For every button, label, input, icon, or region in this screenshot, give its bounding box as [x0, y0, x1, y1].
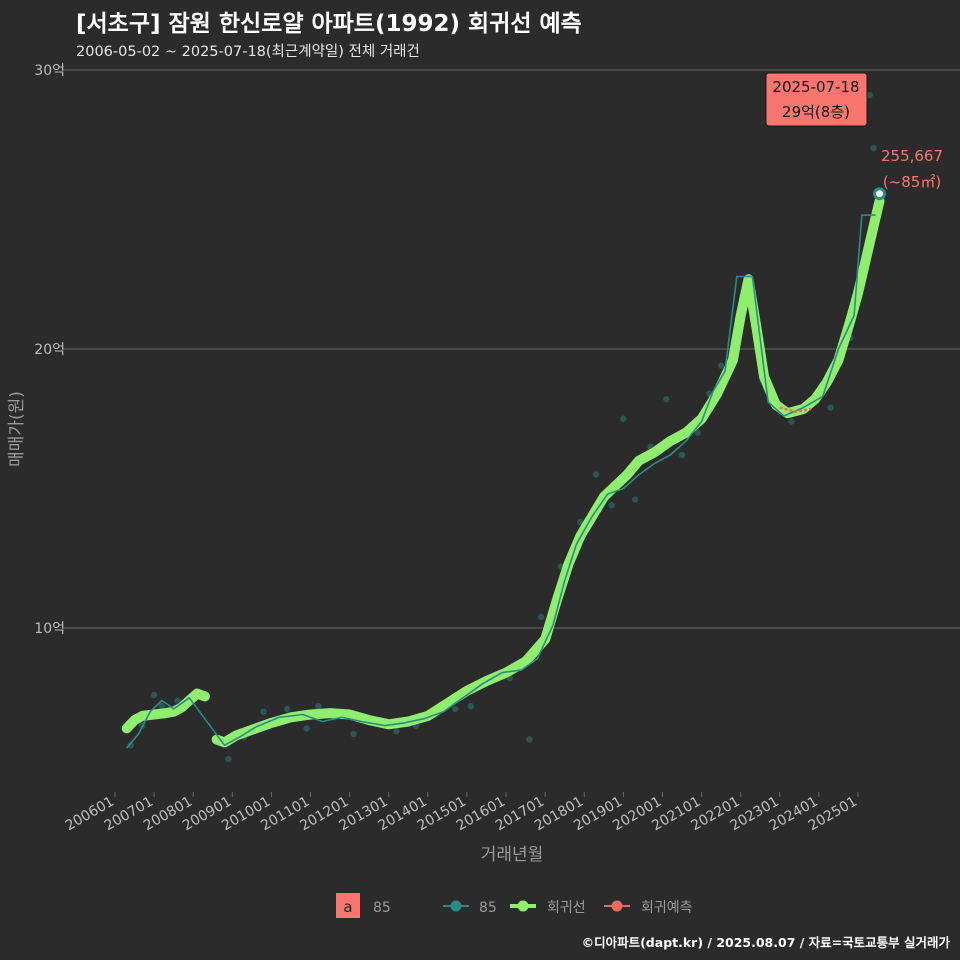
trade-point	[127, 741, 134, 749]
forecast-marker	[873, 187, 887, 201]
trade-point	[827, 404, 834, 411]
trade-point	[303, 725, 310, 732]
trade-points	[127, 91, 877, 763]
x-axis-label: 거래년월	[481, 845, 544, 865]
trade-point	[526, 736, 533, 743]
trade-point	[174, 697, 181, 704]
chart-subtitle: 2006-05-02 ~ 2025-07-18(최근계약일) 전체 거래건	[76, 44, 420, 60]
chart-title: [서초구] 잠원 한신로얄 아파트(1992) 회귀선 예측	[76, 11, 582, 37]
trade-line-path	[126, 214, 876, 749]
trade-line	[126, 214, 876, 749]
legend-key-a	[336, 893, 360, 918]
legend-label-a: 85	[373, 900, 391, 916]
trade-point	[452, 705, 459, 713]
y-tick-label: 10억	[34, 621, 65, 637]
trade-point	[393, 728, 400, 735]
trade-point	[870, 144, 877, 152]
y-tick-label: 30억	[34, 63, 65, 79]
legend-line-key-point	[450, 900, 462, 912]
trade-point	[225, 755, 232, 763]
legend-regression-key-point	[517, 900, 529, 912]
trade-point	[678, 451, 686, 459]
trade-point	[608, 502, 615, 509]
legend: a 85 85 회귀선 회귀예측	[336, 893, 693, 918]
trade-point	[467, 702, 475, 710]
trade-point	[788, 418, 795, 425]
trade-point	[315, 702, 322, 710]
trade-point	[150, 691, 158, 699]
legend-key-a-glyph: a	[343, 898, 352, 916]
last-trade-price: 29억(8층)	[782, 103, 850, 121]
forecast-area: (~85㎡)	[883, 173, 941, 191]
legend-label-forecast: 회귀예측	[641, 900, 693, 916]
trade-point	[866, 91, 873, 99]
trade-point	[538, 613, 545, 621]
forecast-path	[779, 406, 812, 414]
trade-point	[663, 396, 670, 403]
legend-forecast-key-point	[611, 900, 623, 912]
legend-label-line: 85	[479, 900, 497, 916]
last-trade-label-box	[765, 72, 868, 127]
trade-point	[592, 471, 600, 478]
grid-lines	[66, 69, 960, 629]
trade-point	[694, 429, 701, 436]
source-caption: ©디아파트(dapt.kr) / 2025.08.07 / 자료=국토교통부 실…	[581, 935, 950, 950]
trade-point	[158, 702, 166, 710]
trade-point	[717, 362, 725, 369]
last-trade-label: 2025-07-18 29억(8층)	[765, 72, 868, 127]
trade-point	[283, 705, 291, 713]
regression-segment	[211, 196, 885, 748]
y-axis-ticks: 10억 20억 30억	[34, 63, 66, 637]
last-trade-date: 2025-07-18	[772, 78, 859, 96]
trade-point	[577, 518, 584, 526]
forecast-value: 255,667	[881, 147, 943, 165]
trade-point	[631, 496, 639, 503]
legend-label-regression: 회귀선	[547, 900, 586, 916]
trade-point	[260, 708, 267, 715]
x-axis-ticks: 2006012007012008012009012010012011012012…	[63, 792, 860, 834]
regression-segment	[121, 688, 210, 734]
trade-point	[350, 730, 357, 738]
y-tick-label: 20억	[34, 342, 65, 358]
forecast-line	[779, 406, 812, 414]
y-axis-label: 매매가(원)	[7, 391, 27, 467]
regression-line	[121, 196, 885, 748]
trade-point	[620, 415, 627, 422]
